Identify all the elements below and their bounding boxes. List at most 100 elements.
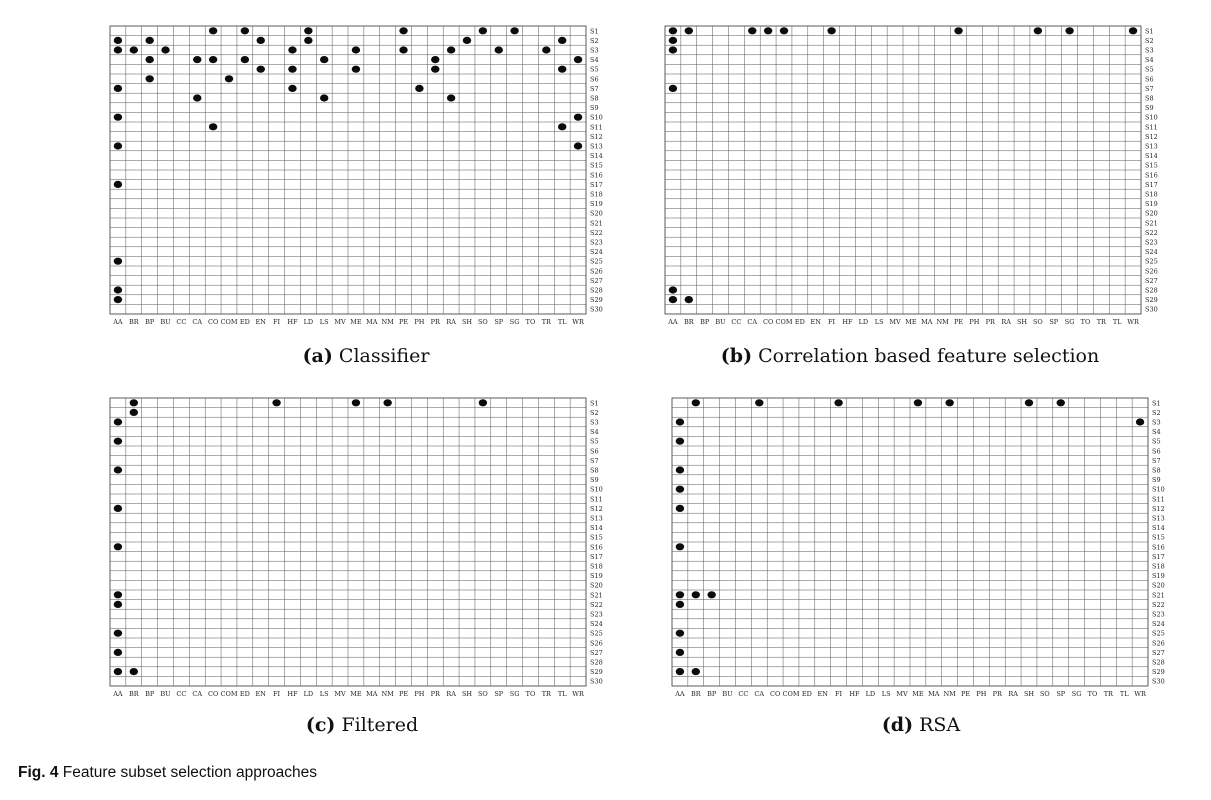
- selected-dot-WR-S1: [1128, 27, 1138, 35]
- col-label-BU: BU: [722, 690, 733, 698]
- selected-dot-PE-S3: [399, 46, 408, 54]
- selected-dot-SH-S2: [462, 36, 472, 44]
- selected-dot-AA-S29: [668, 296, 678, 304]
- col-label-PR: PR: [986, 318, 996, 326]
- row-label-S16: S16: [590, 171, 603, 179]
- col-label-LS: LS: [320, 318, 329, 326]
- col-label-PE: PE: [961, 690, 970, 698]
- col-label-LS: LS: [882, 690, 891, 698]
- figure-title: Feature subset selection approaches: [62, 764, 317, 781]
- row-label-S19: S19: [590, 572, 603, 580]
- row-label-S2: S2: [1145, 37, 1154, 45]
- row-label-S11: S11: [1145, 123, 1158, 131]
- selected-dot-CA-S1: [755, 399, 764, 407]
- row-label-S27: S27: [590, 277, 603, 285]
- row-label-S20: S20: [590, 210, 603, 218]
- row-label-S24: S24: [590, 620, 603, 628]
- selected-dot-AA-S5: [113, 437, 123, 445]
- selected-dot-BP-S4: [145, 56, 154, 64]
- col-label-CO: CO: [208, 690, 218, 698]
- row-label-S26: S26: [590, 639, 603, 647]
- row-label-S6: S6: [1145, 75, 1154, 83]
- row-label-S9: S9: [1152, 476, 1161, 484]
- selected-dot-CO-S4: [208, 56, 218, 64]
- selected-dot-FI-S1: [834, 399, 843, 407]
- col-label-RA: RA: [1001, 318, 1011, 326]
- row-label-S15: S15: [1145, 162, 1158, 170]
- caption-b: (b) Correlation based feature selection: [610, 345, 1210, 367]
- selected-dot-AA-S29: [675, 668, 685, 676]
- caption-b-title: Correlation based feature selection: [758, 345, 1100, 367]
- selected-dot-HF-S3: [288, 46, 297, 54]
- row-label-S14: S14: [590, 524, 603, 532]
- col-label-FI: FI: [835, 690, 843, 698]
- row-label-S9: S9: [590, 476, 599, 484]
- selected-dot-AA-S2: [668, 36, 678, 44]
- col-label-BU: BU: [715, 318, 726, 326]
- col-label-LD: LD: [859, 318, 869, 326]
- col-label-TR: TR: [542, 690, 552, 698]
- col-label-LD: LD: [866, 690, 876, 698]
- selected-dot-TL-S5: [558, 65, 567, 73]
- selected-dot-AA-S3: [113, 46, 123, 54]
- selected-dot-WR-S10: [573, 113, 583, 121]
- col-label-COM: COM: [221, 690, 238, 698]
- col-label-SP: SP: [1056, 690, 1065, 698]
- row-label-S11: S11: [590, 123, 603, 131]
- col-label-BR: BR: [684, 318, 695, 326]
- row-label-S24: S24: [1145, 248, 1158, 256]
- selected-dot-AA-S3: [668, 46, 678, 54]
- col-label-TL: TL: [1120, 690, 1129, 698]
- row-label-S2: S2: [590, 37, 599, 45]
- col-label-RA: RA: [1008, 690, 1018, 698]
- selected-dot-BP-S6: [145, 75, 154, 83]
- selected-dot-AA-S27: [113, 648, 123, 656]
- row-label-S17: S17: [1152, 553, 1165, 561]
- row-label-S22: S22: [590, 229, 603, 237]
- col-label-MV: MV: [896, 690, 908, 698]
- row-label-S30: S30: [1145, 306, 1158, 314]
- row-label-S29: S29: [590, 296, 603, 304]
- col-label-CO: CO: [770, 690, 780, 698]
- row-label-S17: S17: [1145, 181, 1158, 189]
- col-label-MA: MA: [366, 690, 378, 698]
- row-label-S16: S16: [1145, 171, 1158, 179]
- row-label-S20: S20: [590, 582, 603, 590]
- caption-a-title: Classifier: [338, 345, 430, 367]
- selected-dot-SG-S1: [510, 27, 519, 35]
- col-label-TO: TO: [1088, 690, 1098, 698]
- col-label-WR: WR: [572, 318, 585, 326]
- selected-dot-AA-S28: [113, 286, 123, 294]
- col-label-CO: CO: [208, 318, 218, 326]
- row-label-S10: S10: [1145, 114, 1158, 122]
- selected-dot-ED-S1: [240, 27, 250, 35]
- row-label-S12: S12: [1145, 133, 1158, 141]
- selected-dot-WR-S4: [573, 56, 583, 64]
- col-label-MA: MA: [928, 690, 940, 698]
- caption-d-label: (d): [881, 714, 914, 736]
- selected-dot-BR-S1: [129, 399, 138, 407]
- selected-dot-AA-S21: [675, 591, 685, 599]
- col-label-TO: TO: [526, 318, 536, 326]
- col-label-TR: TR: [1104, 690, 1114, 698]
- col-label-SO: SO: [478, 318, 488, 326]
- selected-dot-SO-S1: [1033, 27, 1043, 35]
- row-label-S25: S25: [1145, 258, 1158, 266]
- row-label-S7: S7: [590, 457, 599, 465]
- selected-dot-AA-S17: [113, 180, 123, 188]
- col-label-HF: HF: [287, 690, 298, 698]
- col-label-SG: SG: [1072, 690, 1082, 698]
- row-label-S21: S21: [1152, 591, 1165, 599]
- col-label-CA: CA: [754, 690, 764, 698]
- col-label-SP: SP: [494, 690, 503, 698]
- col-label-LS: LS: [875, 318, 884, 326]
- selected-dot-SP-S1: [1056, 399, 1065, 407]
- row-label-S26: S26: [590, 267, 603, 275]
- col-label-HF: HF: [849, 690, 860, 698]
- row-label-S25: S25: [590, 258, 603, 266]
- col-label-LD: LD: [304, 690, 314, 698]
- row-label-S10: S10: [590, 114, 603, 122]
- row-label-S1: S1: [590, 27, 599, 35]
- col-label-BR: BR: [691, 690, 702, 698]
